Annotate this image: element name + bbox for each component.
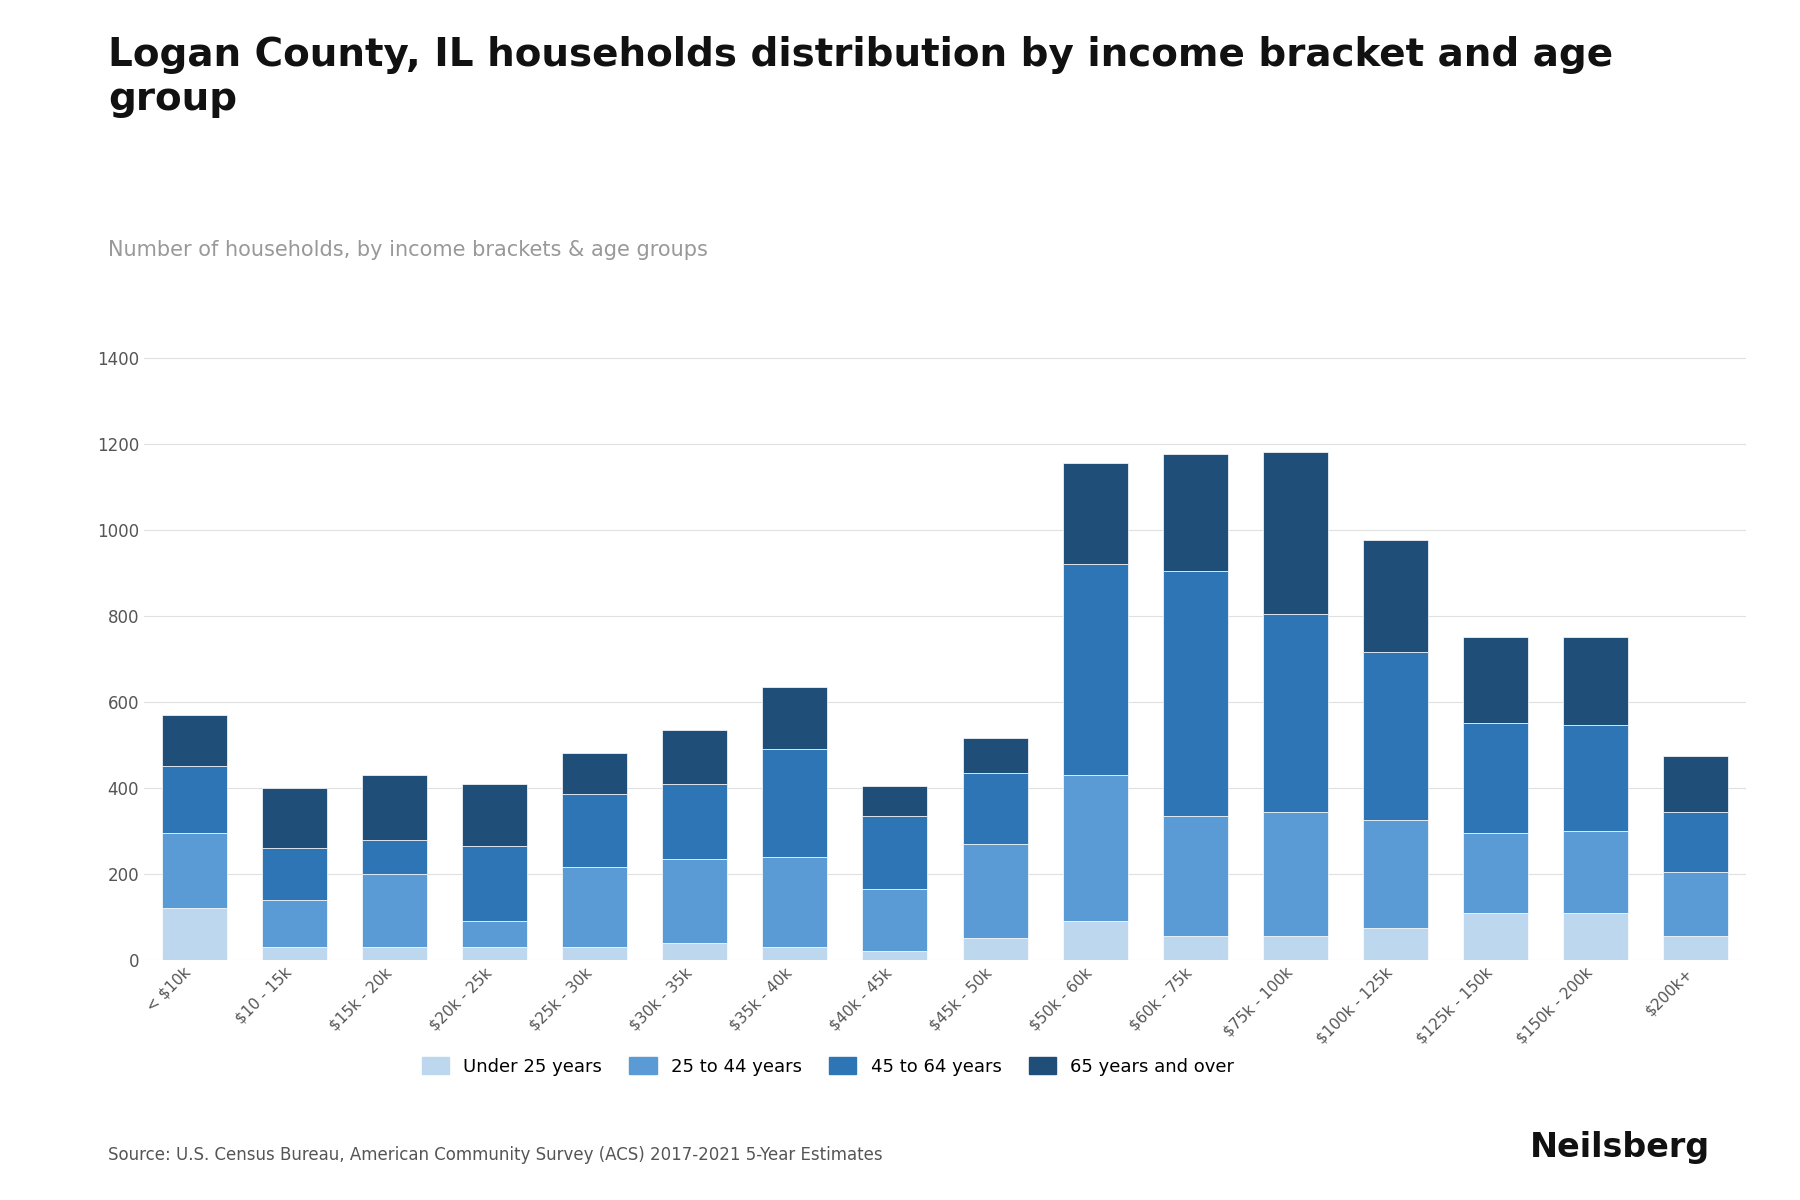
Bar <box>963 773 1028 844</box>
Bar <box>1562 726 1629 830</box>
Bar <box>1062 922 1129 960</box>
Bar <box>562 947 626 960</box>
Bar <box>761 857 828 947</box>
Bar <box>1363 653 1427 820</box>
Bar <box>1264 936 1328 960</box>
Legend: Under 25 years, 25 to 44 years, 45 to 64 years, 65 years and over: Under 25 years, 25 to 44 years, 45 to 64… <box>414 1050 1242 1082</box>
Bar <box>862 786 927 816</box>
Bar <box>862 889 927 952</box>
Text: Neilsberg: Neilsberg <box>1530 1130 1710 1164</box>
Bar <box>1264 811 1328 936</box>
Bar <box>562 754 626 794</box>
Bar <box>1264 613 1328 811</box>
Bar <box>463 784 527 846</box>
Bar <box>1663 936 1728 960</box>
Bar <box>1264 452 1328 613</box>
Text: Logan County, IL households distribution by income bracket and age
group: Logan County, IL households distribution… <box>108 36 1613 118</box>
Bar <box>1062 564 1129 775</box>
Bar <box>1663 811 1728 871</box>
Bar <box>1163 816 1228 936</box>
Bar <box>1463 724 1528 833</box>
Bar <box>761 947 828 960</box>
Bar <box>862 952 927 960</box>
Bar <box>362 840 427 874</box>
Bar <box>963 738 1028 773</box>
Text: Source: U.S. Census Bureau, American Community Survey (ACS) 2017-2021 5-Year Est: Source: U.S. Census Bureau, American Com… <box>108 1146 882 1164</box>
Bar <box>463 947 527 960</box>
Bar <box>1562 913 1629 960</box>
Bar <box>1663 871 1728 936</box>
Bar <box>662 943 727 960</box>
Bar <box>362 775 427 840</box>
Bar <box>1163 455 1228 570</box>
Bar <box>1463 833 1528 913</box>
Bar <box>463 922 527 947</box>
Bar <box>261 848 328 900</box>
Bar <box>1562 830 1629 913</box>
Bar <box>261 947 328 960</box>
Bar <box>562 794 626 868</box>
Bar <box>1663 756 1728 811</box>
Bar <box>761 686 828 749</box>
Bar <box>1363 928 1427 960</box>
Bar <box>463 846 527 922</box>
Bar <box>1562 637 1629 726</box>
Bar <box>162 715 227 767</box>
Text: Number of households, by income brackets & age groups: Number of households, by income brackets… <box>108 240 707 260</box>
Bar <box>1163 936 1228 960</box>
Bar <box>662 730 727 784</box>
Bar <box>662 859 727 943</box>
Bar <box>662 784 727 859</box>
Bar <box>261 788 328 848</box>
Bar <box>261 900 328 947</box>
Bar <box>162 767 227 833</box>
Bar <box>1062 463 1129 564</box>
Bar <box>1363 540 1427 653</box>
Bar <box>1163 570 1228 816</box>
Bar <box>1463 913 1528 960</box>
Bar <box>562 868 626 947</box>
Bar <box>963 844 1028 938</box>
Bar <box>862 816 927 889</box>
Bar <box>1363 820 1427 928</box>
Bar <box>362 874 427 947</box>
Bar <box>1463 637 1528 724</box>
Bar <box>162 833 227 908</box>
Bar <box>1062 775 1129 922</box>
Bar <box>362 947 427 960</box>
Bar <box>963 938 1028 960</box>
Bar <box>761 749 828 857</box>
Bar <box>162 908 227 960</box>
